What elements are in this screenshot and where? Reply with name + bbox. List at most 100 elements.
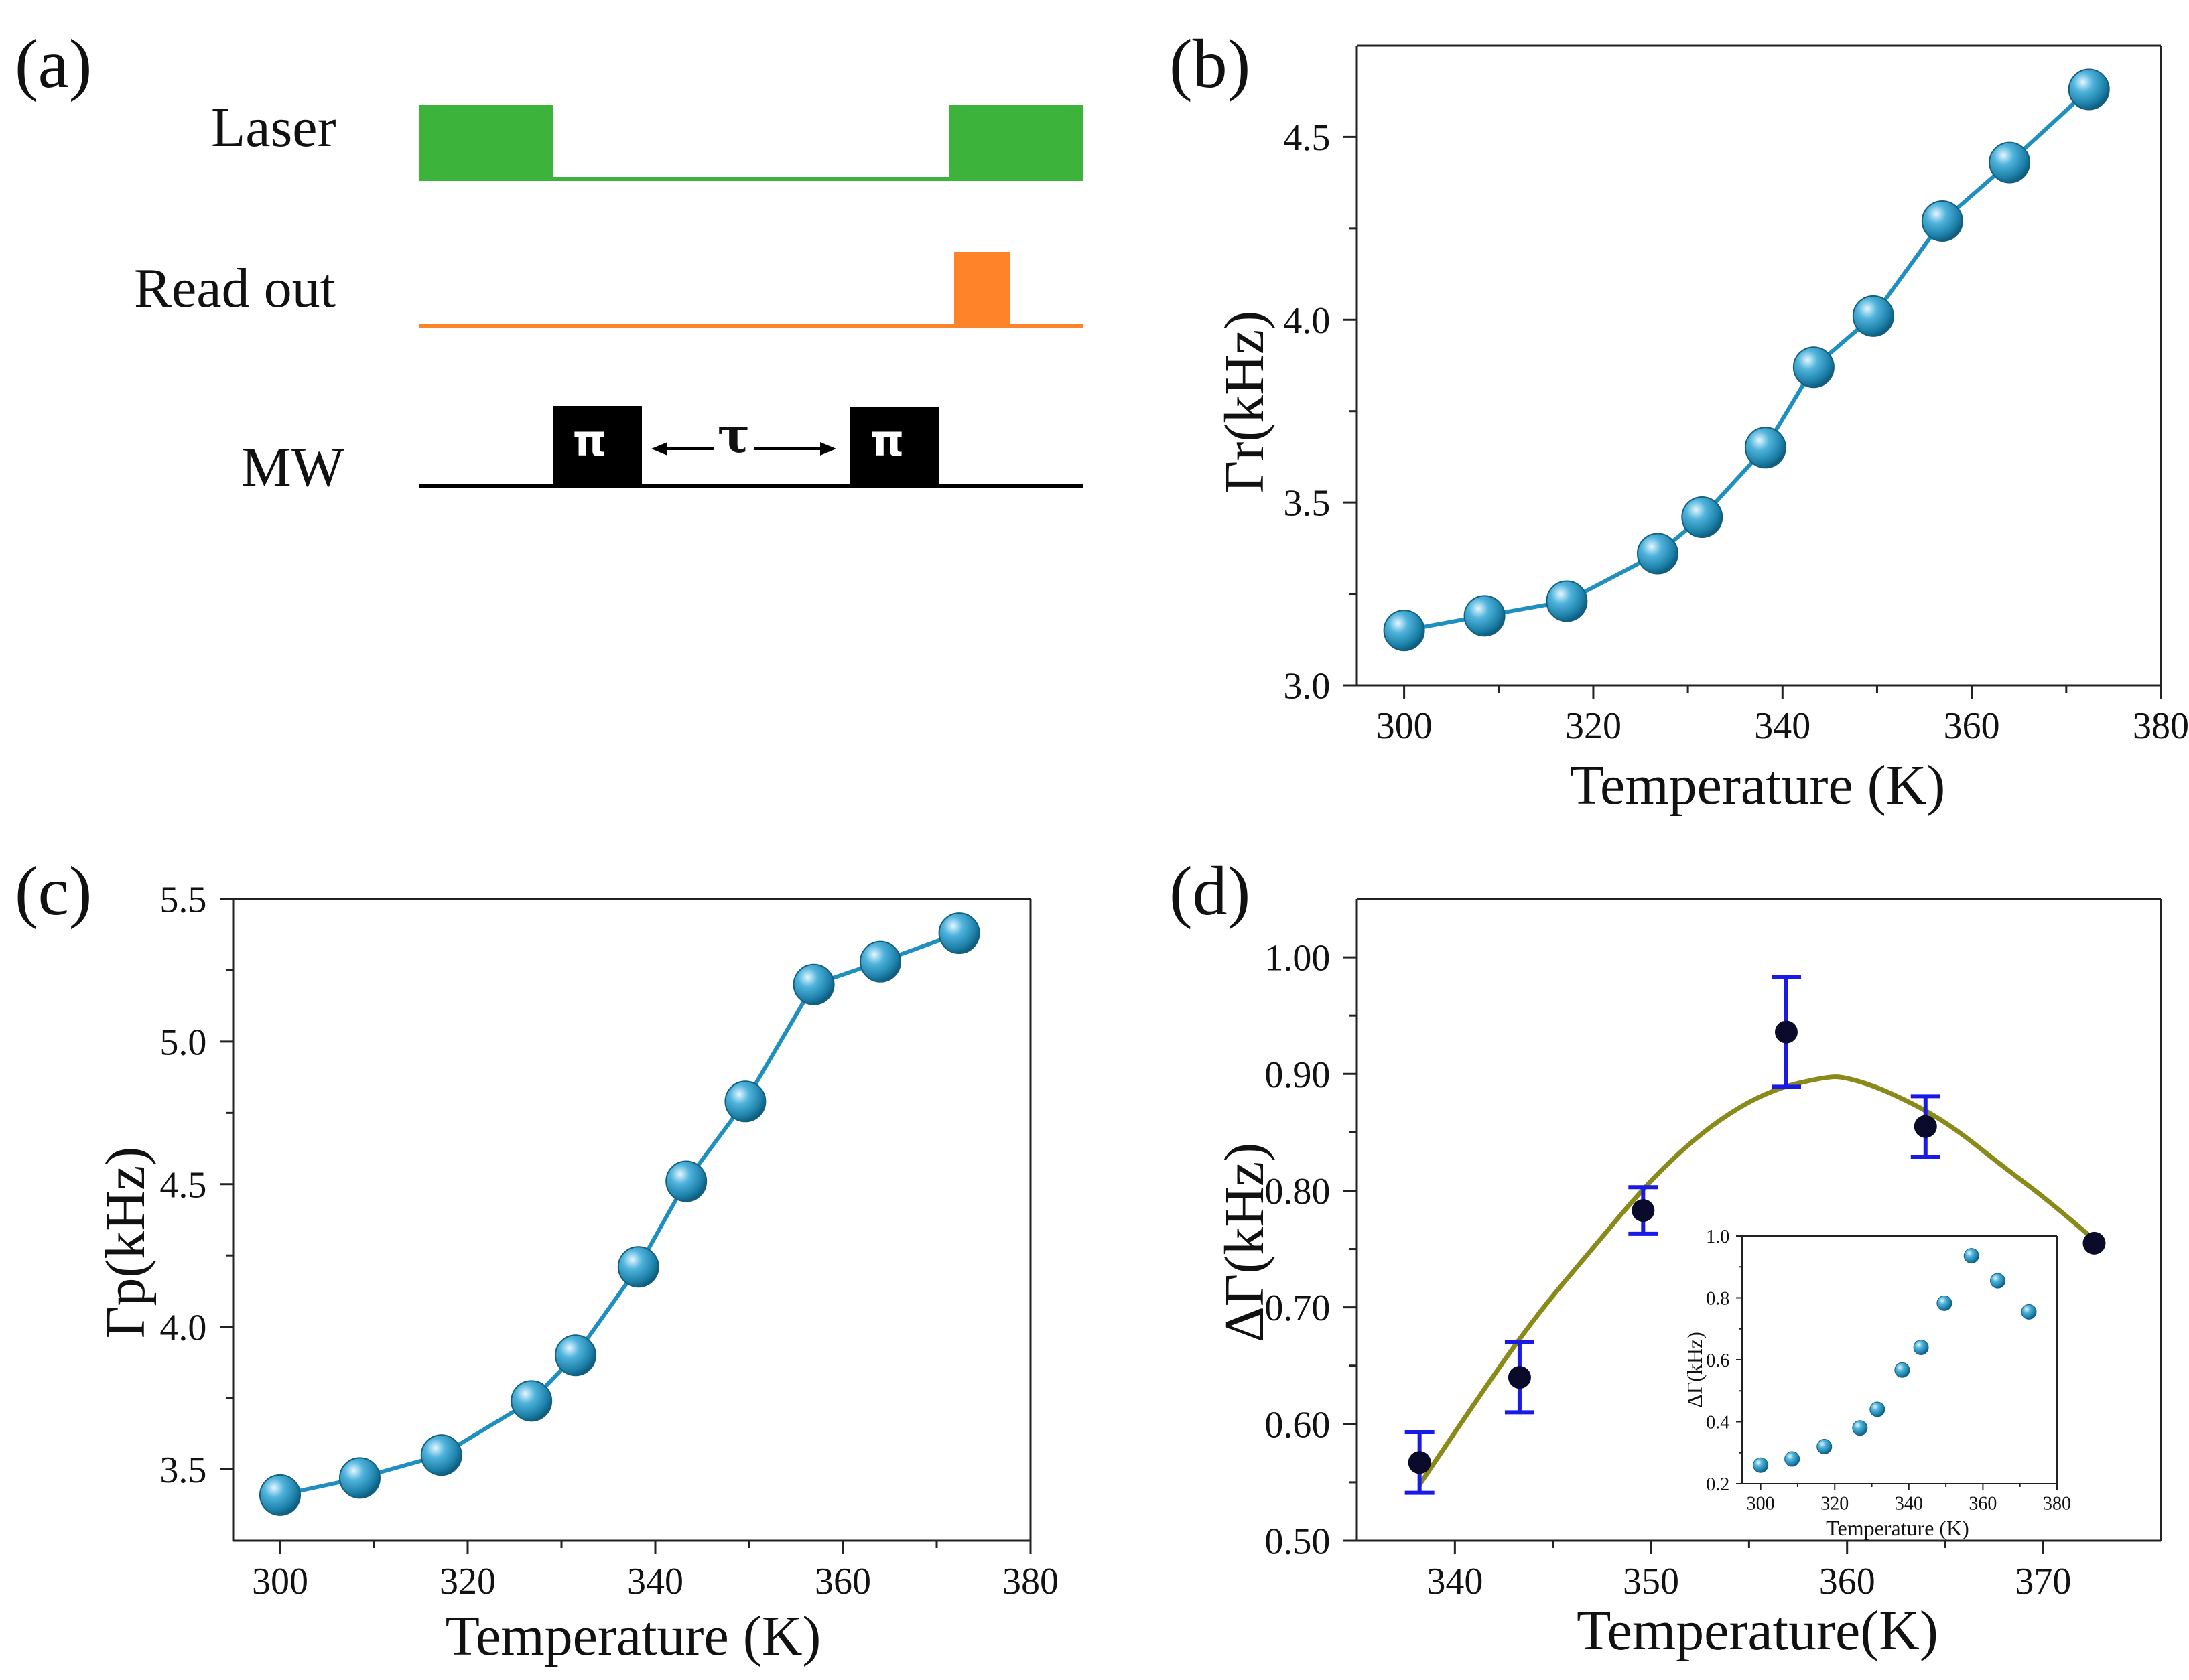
readout-trace (419, 252, 1083, 328)
chart-d-inset: 300 320 340 360 380 0.2 0.4 0.6 0.8 1.0 (1706, 1227, 2071, 1515)
chart-c-plot: 300 320 340 360 380 3.5 4.0 4.5 5.0 5.5 (159, 880, 1059, 1602)
chart-b-data-point (2068, 68, 2110, 111)
chart-c-ylabel: Γp(kHz) (94, 1147, 157, 1338)
chart-d-ytick-label: 0.70 (1264, 1287, 1330, 1329)
inset-data-point (1894, 1362, 1910, 1378)
chart-c-ytick-label: 5.5 (159, 880, 206, 921)
chart-c-data-point (259, 1474, 301, 1516)
chart-b-data-point (1636, 533, 1678, 575)
inset-data-point (1816, 1439, 1833, 1454)
inset-data-point (1990, 1273, 2006, 1289)
chart-b-data-point (1744, 427, 1786, 469)
chart-c-xtick-label: 320 (440, 1561, 496, 1602)
panel-b-label: (b) (1169, 25, 1250, 102)
chart-c-xtick-label: 340 (627, 1561, 683, 1602)
chart-b-xtick-label: 360 (1944, 705, 2000, 747)
panel-a: (a) Laser Read out MW π π τ (15, 25, 1083, 498)
chart-b-xtick-label: 320 (1565, 705, 1621, 747)
inset-data-point (1913, 1340, 1929, 1355)
chart-c-xtick-label: 360 (815, 1561, 871, 1602)
tau-arrowhead-left (651, 442, 667, 456)
mw-baseline (419, 484, 1083, 488)
laser-baseline (553, 177, 949, 181)
tau-label: τ (718, 407, 750, 464)
panel-a-label: (a) (15, 25, 92, 102)
chart-b-data-point (1921, 200, 1963, 242)
chart-d-plot: 340 350 360 370 0.50 0.60 0.70 0.80 0.90 1.00 (1264, 898, 2162, 1602)
inset-xtick-label: 360 (1969, 1493, 1997, 1514)
panel-d: (d) 340 350 360 3700.500.600.700.800.901.00… (1169, 853, 2162, 1662)
pi-label-2: π (870, 417, 905, 466)
chart-b-ytick-label: 3.5 (1283, 483, 1330, 524)
inset-data-point (1869, 1401, 1885, 1417)
chart-d-xlabel: Temperature(K) (1577, 1600, 1938, 1662)
inset-ylabel: ΔΓ(kHz) (1682, 1332, 1707, 1408)
laser-label: Laser (211, 96, 336, 159)
chart-d-xtick-label: 340 (1427, 1561, 1483, 1602)
chart-b-ylabel: Γr(kHz) (1213, 311, 1276, 493)
chart-b-xlabel: Temperature (K) (1570, 754, 1946, 817)
chart-c-data-point (339, 1457, 381, 1499)
chart-b-xtick-label: 300 (1376, 705, 1433, 747)
inset-xtick-label: 320 (1820, 1493, 1849, 1514)
chart-d-data-point (1774, 1020, 1798, 1044)
chart-c-ytick-label: 5.0 (159, 1022, 206, 1063)
chart-c-xlabel: Temperature (K) (446, 1605, 821, 1667)
chart-c-xtick-label: 300 (252, 1561, 308, 1602)
laser-pulse-1 (419, 105, 553, 181)
chart-d-ytick-label: 0.90 (1264, 1054, 1330, 1096)
pi-label-1: π (573, 417, 607, 466)
chart-d-ytick-label: 1.00 (1264, 938, 1330, 979)
chart-d-xtick-label: 370 (2015, 1561, 2071, 1602)
chart-b-ytick-label: 3.0 (1283, 666, 1330, 707)
panel-c: (c) 300 320 340 360 380 3.5 4.0 4.5 5.0 5.5 Tempe… (15, 853, 1059, 1667)
mw-pi-pulse-1 (553, 406, 642, 485)
tau-arrowhead-right (820, 442, 836, 456)
chart-b-xtick-label: 380 (2133, 705, 2189, 747)
inset-xtick-label: 340 (1895, 1493, 1923, 1514)
chart-c-ytick-label: 4.5 (159, 1164, 206, 1206)
chart-d-data-point (1914, 1115, 1937, 1138)
readout-label: Read out (134, 257, 336, 320)
chart-b-data-point (1546, 580, 1588, 622)
chart-c-data-point (420, 1434, 462, 1476)
chart-b-ytick-label: 4.5 (1283, 117, 1330, 159)
panel-c-label: (c) (15, 853, 92, 930)
chart-b-data-point (1463, 595, 1506, 637)
chart-d-data-point (1508, 1366, 1531, 1389)
inset-ytick-label: 0.8 (1706, 1288, 1729, 1309)
chart-c-data-point (511, 1380, 553, 1422)
inset-ytick-label: 0.2 (1706, 1474, 1729, 1495)
chart-c-data-point (860, 940, 901, 983)
chart-b-ytick-label: 4.0 (1283, 300, 1330, 342)
inset-data-point (1784, 1451, 1800, 1467)
chart-d-ylabel: ΔΓ(kHz) (1213, 1143, 1276, 1342)
inset-data-point (1963, 1248, 1979, 1264)
chart-b-data-point (1681, 496, 1723, 538)
chart-b-data-point (1989, 141, 2031, 184)
chart-c-ytick-label: 3.5 (159, 1450, 206, 1491)
chart-c-data-point (555, 1334, 596, 1377)
chart-d-ytick-label: 0.50 (1264, 1521, 1330, 1563)
inset-xtick-label: 380 (2043, 1493, 2071, 1514)
mw-pi-pulse-2 (850, 407, 939, 485)
chart-c-series-line (279, 931, 960, 1497)
inset-data-point (1936, 1295, 1952, 1311)
chart-c-xtick-label: 380 (1002, 1561, 1059, 1602)
chart-b-data-point (1852, 295, 1894, 337)
readout-baseline (419, 324, 1083, 328)
inset-data-point (1753, 1457, 1769, 1473)
chart-b-data-point (1792, 346, 1835, 389)
chart-d-data-point (1632, 1199, 1655, 1222)
chart-d-ytick-label: 0.80 (1264, 1171, 1330, 1212)
chart-c-data-point (665, 1160, 708, 1202)
chart-c-data-point (938, 912, 980, 955)
chart-b-data-point (1383, 610, 1425, 652)
inset-xtick-label: 300 (1747, 1493, 1775, 1514)
mw-label: MW (241, 436, 345, 498)
chart-c-ytick-label: 4.0 (159, 1307, 206, 1348)
readout-pulse (954, 252, 1010, 326)
inset-ytick-label: 0.6 (1706, 1350, 1729, 1371)
chart-d-xtick-label: 350 (1623, 1561, 1679, 1602)
